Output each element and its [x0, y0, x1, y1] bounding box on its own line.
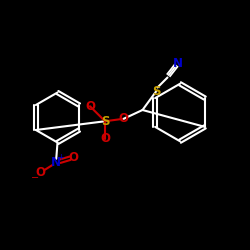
Text: −: − [31, 172, 39, 182]
Text: O: O [35, 166, 45, 179]
Text: N: N [51, 156, 61, 169]
Text: N: N [172, 57, 182, 70]
Text: S: S [152, 85, 160, 98]
Text: S: S [101, 115, 109, 128]
Text: +: + [57, 152, 64, 162]
Text: O: O [119, 112, 129, 125]
Text: O: O [85, 100, 95, 113]
Text: O: O [69, 151, 79, 164]
Text: O: O [100, 132, 110, 145]
